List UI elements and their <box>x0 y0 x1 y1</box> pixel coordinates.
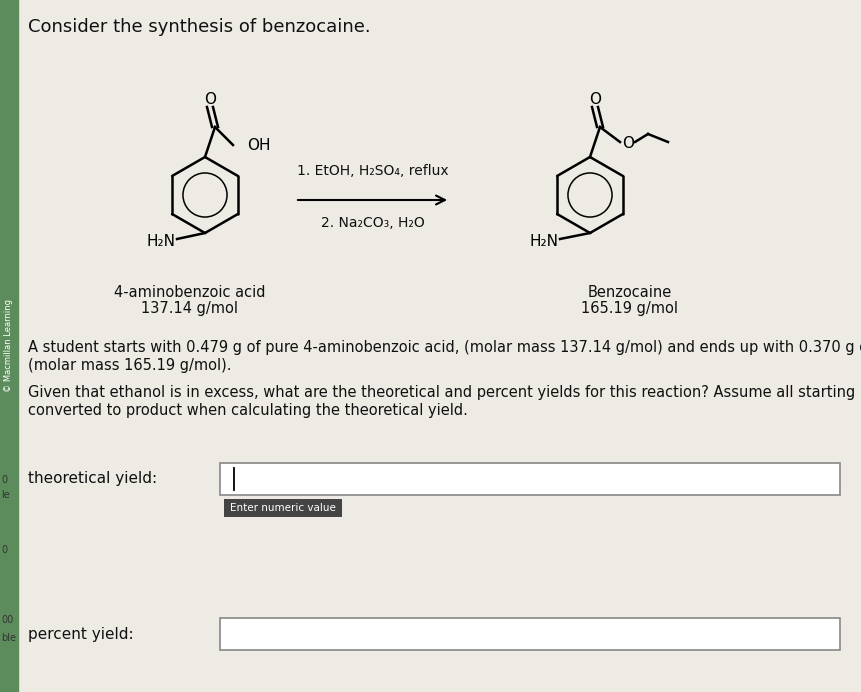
Text: percent yield:: percent yield: <box>28 626 133 641</box>
Text: H₂N: H₂N <box>147 233 176 248</box>
Text: ble: ble <box>1 633 16 643</box>
Text: theoretical yield:: theoretical yield: <box>28 471 157 486</box>
Text: 137.14 g/mol: 137.14 g/mol <box>141 301 238 316</box>
Text: OH: OH <box>247 138 270 152</box>
FancyBboxPatch shape <box>220 618 839 650</box>
Text: 0: 0 <box>1 545 7 555</box>
FancyBboxPatch shape <box>224 499 342 517</box>
Text: le: le <box>1 490 9 500</box>
Bar <box>0 0 18 692</box>
FancyBboxPatch shape <box>220 463 839 495</box>
Text: Given that ethanol is in excess, what are the theoretical and percent yields for: Given that ethanol is in excess, what ar… <box>28 385 861 400</box>
Text: O: O <box>588 91 600 107</box>
Text: 1. EtOH, H₂SO₄, reflux: 1. EtOH, H₂SO₄, reflux <box>296 164 448 178</box>
Text: 2. Na₂CO₃, H₂O: 2. Na₂CO₃, H₂O <box>320 216 424 230</box>
Text: converted to product when calculating the theoretical yield.: converted to product when calculating th… <box>28 403 468 418</box>
Text: Enter numeric value: Enter numeric value <box>230 503 336 513</box>
Text: Benzocaine: Benzocaine <box>587 285 672 300</box>
Text: 165.19 g/mol: 165.19 g/mol <box>581 301 678 316</box>
Text: A student starts with 0.479 g of pure 4-aminobenzoic acid, (molar mass 137.14 g/: A student starts with 0.479 g of pure 4-… <box>28 340 861 355</box>
Text: O: O <box>622 136 633 150</box>
Text: 4-aminobenzoic acid: 4-aminobenzoic acid <box>115 285 265 300</box>
Text: 00: 00 <box>1 615 13 625</box>
Text: 0: 0 <box>1 475 7 485</box>
Text: © Macmillan Learning: © Macmillan Learning <box>4 300 14 392</box>
Text: Consider the synthesis of benzocaine.: Consider the synthesis of benzocaine. <box>28 18 370 36</box>
Text: O: O <box>204 91 216 107</box>
Text: (molar mass 165.19 g/mol).: (molar mass 165.19 g/mol). <box>28 358 232 373</box>
Text: H₂N: H₂N <box>530 233 558 248</box>
